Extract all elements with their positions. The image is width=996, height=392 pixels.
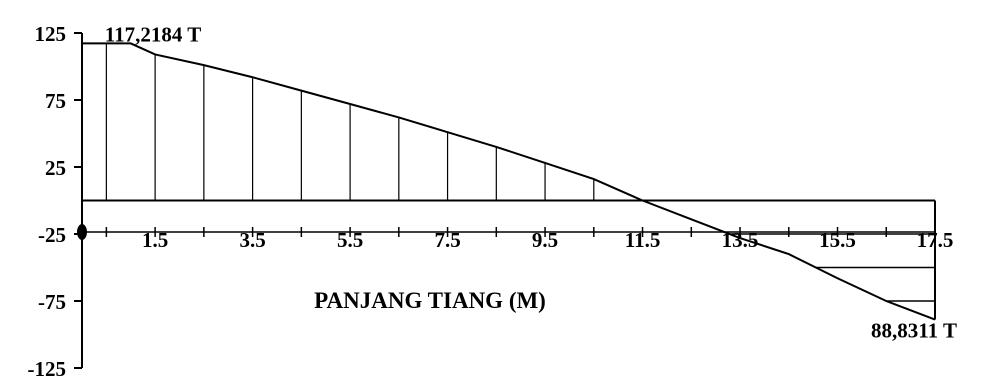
x-tick-label: 11.5 (625, 228, 661, 252)
y-tick-label: 25 (45, 156, 66, 180)
series-layer (82, 42, 936, 321)
value-annotation: 88,8311 T (871, 319, 957, 343)
x-tick-label: 1.5 (142, 228, 168, 252)
x-tick-label: 17.5 (917, 228, 954, 252)
x-tick-label: 7.5 (434, 228, 460, 252)
y-tick-label: -25 (38, 223, 66, 247)
axes (74, 32, 936, 369)
value-annotation: 117,2184 T (105, 22, 201, 46)
x-tick-label: 15.5 (819, 228, 856, 252)
y-tick-label: -75 (38, 290, 66, 314)
y-tick-label: 75 (45, 89, 66, 113)
y-tick-label: -125 (28, 357, 67, 381)
hatch-lines (105, 43, 935, 302)
tick-labels: 125 75 25 -25 -75 -125 1.5 3.5 5.5 7.5 9.5 11.5 13.5… (28, 22, 958, 381)
x-tick-label: 9.5 (532, 228, 558, 252)
moment-curve (82, 42, 936, 321)
y-tick-label: 125 (35, 22, 67, 46)
x-tick-label: 5.5 (337, 228, 363, 252)
x-tick-label: 13.5 (722, 228, 759, 252)
origin-dot (77, 224, 87, 240)
x-tick-label: 3.5 (239, 228, 265, 252)
x-axis-title: PANJANG TIANG (M) (314, 288, 546, 313)
